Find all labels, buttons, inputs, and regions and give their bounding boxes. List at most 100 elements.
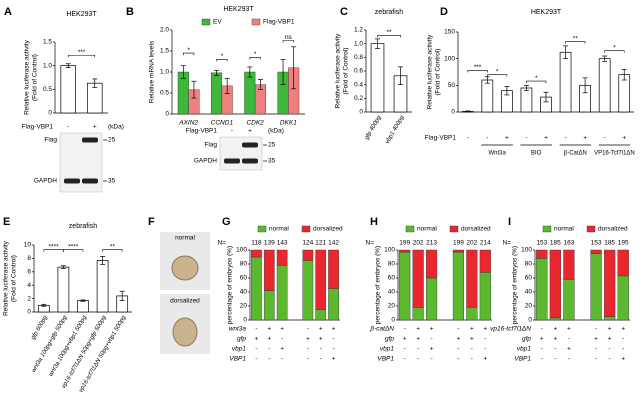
y-axis-title: percentage of embryos (%) (512, 246, 519, 324)
y-tick-label: 100 (236, 247, 247, 254)
bar-segment (617, 275, 629, 321)
y-tick-label: 0.5 (160, 90, 169, 97)
row-value: - (430, 356, 432, 363)
significance-bracket (183, 52, 195, 56)
row-value: - (281, 356, 283, 363)
significance-bracket (249, 57, 261, 60)
row-value: - (471, 346, 473, 353)
embryo-image (171, 255, 199, 281)
significance-label: ** (110, 243, 116, 250)
bar (244, 71, 256, 115)
y-axis-title: (Fold of Control) (435, 49, 442, 96)
blot-lane-label: - (231, 128, 233, 135)
significance-label: * (535, 75, 538, 82)
bar (370, 43, 385, 113)
blot-band (224, 158, 240, 164)
bar-segment (263, 290, 275, 321)
y-tick-label: 100 (444, 55, 455, 62)
significance-bracket (526, 80, 547, 84)
blot-image (219, 136, 263, 171)
row-value: + (621, 356, 625, 363)
row-value: - (541, 356, 543, 363)
y-axis-title: Relative luciferase activity (3, 240, 10, 316)
row-value: + (483, 356, 487, 363)
blot-band-label: GAPDH (194, 158, 217, 165)
legend-label: dorsalized (461, 226, 491, 233)
bar-segment (251, 249, 262, 258)
row-value: + (608, 336, 612, 343)
row-label: VBP1 (514, 356, 531, 363)
row-value: + (267, 336, 271, 343)
bar-segment (604, 249, 616, 317)
panel-letter: I (508, 216, 511, 228)
row-label: β-catΔN (369, 326, 394, 333)
n-value: 124 (302, 240, 313, 247)
significance-label: ** (573, 35, 579, 42)
n-value: 199 (399, 240, 410, 247)
bar-segment (590, 253, 602, 321)
row-value: + (255, 336, 259, 343)
row-value: - (430, 336, 432, 343)
n-value: 185 (604, 240, 615, 247)
y-axis-title: (Fold of Control) (343, 48, 350, 95)
y-tick-label: 40 (388, 289, 396, 296)
row-value: - (320, 356, 322, 363)
significance-label: * (613, 44, 616, 51)
bar-segment (412, 249, 424, 308)
row-value: - (471, 356, 473, 363)
y-axis-title: Relative luciferase activity (427, 34, 434, 110)
y-tick-label: 0 (48, 110, 52, 117)
bar (598, 58, 611, 113)
bar-segment (617, 249, 629, 277)
row-value: - (457, 326, 459, 333)
n-label: N= (218, 240, 227, 247)
row-value: - (255, 356, 257, 363)
panel-title: HEK293T (223, 6, 254, 13)
n-label: N= (366, 240, 375, 247)
row-value: - (622, 336, 624, 343)
row-title: Flag-VBP1 (425, 135, 457, 142)
row-value: - (281, 336, 283, 343)
row-value: + (608, 326, 612, 333)
y-tick-label: 0 (359, 109, 363, 116)
legend-label: dorsalized (313, 226, 343, 233)
n-value: 202 (413, 240, 424, 247)
bar (520, 87, 533, 113)
n-value: 153 (536, 240, 547, 247)
legend-swatch (542, 225, 552, 233)
y-tick-label: 20 (388, 303, 396, 310)
row-value: + (280, 346, 284, 353)
bar-segment (452, 249, 464, 253)
row-value: - (307, 326, 309, 333)
category-label: - (564, 135, 566, 142)
category-label: + (544, 135, 548, 142)
row-value: + (332, 326, 336, 333)
row-value: + (306, 336, 310, 343)
y-tick-label: 4 (27, 282, 31, 289)
image-label: dorsalized (170, 298, 200, 305)
significance-bracket (67, 54, 96, 58)
n-value: 142 (328, 240, 339, 247)
row-label: VBP1 (377, 356, 394, 363)
y-tick-label: 0 (165, 111, 169, 118)
row-value: - (457, 356, 459, 363)
bar (57, 266, 70, 313)
n-value: 153 (591, 240, 602, 247)
category-label: - (604, 135, 606, 142)
y-axis-title: Relative luciferase activity (335, 33, 342, 109)
y-tick-label: 0 (27, 309, 31, 316)
bar-segment (563, 279, 575, 321)
y-axis-title: (Fold of Control) (11, 255, 18, 302)
row-value: - (595, 326, 597, 333)
significance-label: ns (285, 34, 293, 41)
embryo-image (172, 317, 198, 347)
significance-bracket (282, 40, 294, 43)
significance-label: *** (474, 64, 482, 71)
row-value: - (255, 346, 257, 353)
row-value: + (621, 326, 625, 333)
row-label: vbp1 (232, 346, 246, 353)
y-tick-label: 20 (240, 303, 248, 310)
group-label: BIO (531, 151, 542, 157)
blot-band-label: Flag (44, 137, 57, 144)
